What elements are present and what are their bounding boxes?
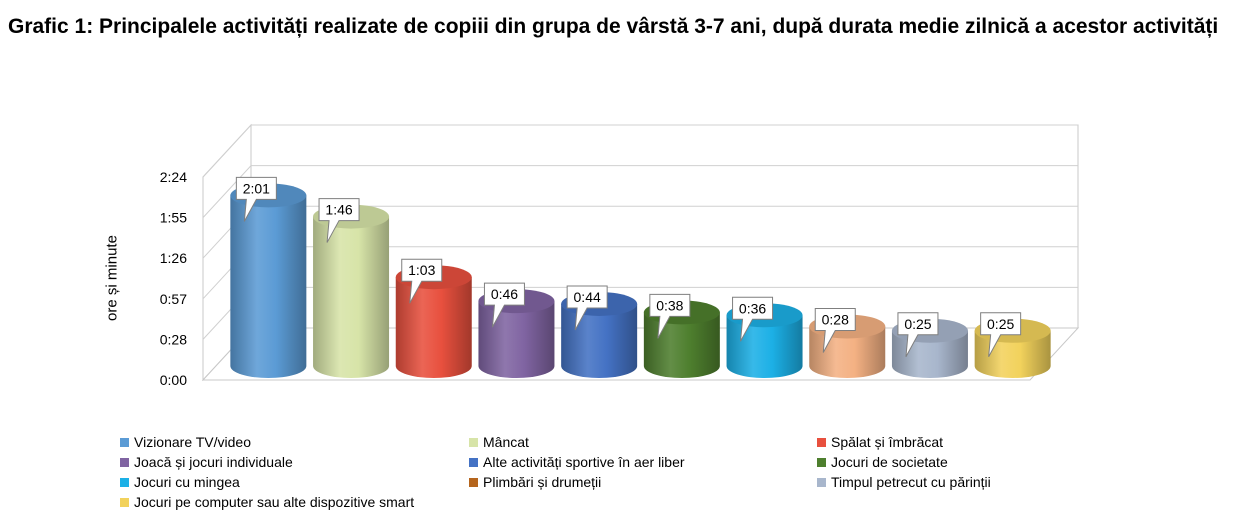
legend-item: Joacă și jocuri individuale	[120, 454, 293, 470]
legend-label: Vizionare TV/video	[134, 434, 251, 450]
legend-swatch	[469, 477, 478, 487]
data-label: 1:46	[325, 202, 352, 218]
gridline	[202, 124, 1078, 178]
data-label-callout	[318, 198, 360, 243]
bar-body	[313, 216, 390, 378]
data-label: 0:38	[656, 297, 683, 313]
data-label-callout	[980, 312, 1022, 357]
bar-body	[561, 303, 638, 378]
data-label: 0:44	[574, 289, 601, 305]
data-label-callout	[401, 258, 443, 304]
bar-chart: 0:00 0:28 0:57 1:26 1:55 2:24 2:01 1:46 1:03 0:46…	[160, 123, 1080, 388]
legend-label: Jocuri pe computer sau alte dispozitive …	[134, 494, 415, 510]
chart-title: Grafic 1: Principalele activități realiz…	[8, 15, 1219, 38]
data-label-callout	[814, 308, 856, 353]
gridline	[202, 165, 1078, 218]
legend-swatch	[817, 437, 826, 447]
bar-body	[230, 195, 307, 378]
bar-body	[395, 277, 472, 378]
legend-label: Mâncat	[483, 434, 529, 450]
y-tick-label: 0:28	[160, 331, 187, 347]
legend-item: Plimbări și drumeții	[469, 474, 601, 490]
legend-swatch	[120, 437, 129, 447]
y-tick-label: 2:24	[160, 169, 187, 185]
legend-item: Vizionare TV/video	[120, 434, 251, 450]
legend-label: Spălat și îmbrăcat	[831, 434, 944, 450]
bar	[230, 183, 307, 378]
legend-swatch	[120, 477, 129, 487]
legend-swatch	[469, 437, 478, 447]
legend-swatch	[817, 477, 826, 487]
data-label: 1:03	[408, 262, 435, 278]
legend-label: Jocuri cu mingea	[134, 474, 240, 490]
data-label-callout	[235, 176, 277, 222]
data-label-callout	[732, 296, 774, 342]
bar-body	[478, 301, 555, 378]
data-label: 0:25	[987, 316, 1014, 332]
data-label: 0:25	[904, 316, 931, 332]
data-label-callout	[649, 293, 691, 339]
bar	[313, 204, 390, 378]
data-label: 0:36	[739, 300, 766, 316]
legend-swatch	[120, 497, 129, 507]
data-label: 2:01	[243, 180, 270, 196]
data-label: 0:46	[491, 286, 518, 302]
legend-item: Jocuri de societate	[817, 454, 948, 470]
data-label-callout	[897, 312, 939, 357]
legend-swatch	[469, 457, 478, 467]
legend-swatch	[120, 457, 129, 467]
legend-label: Jocuri de societate	[831, 454, 948, 470]
legend-item: Spălat și îmbrăcat	[817, 434, 943, 450]
data-label-callout	[483, 282, 525, 328]
y-tick-label: 1:26	[160, 250, 187, 266]
legend-item: Jocuri pe computer sau alte dispozitive …	[120, 494, 414, 510]
chart-legend: Vizionare TV/video Mâncat Spălat și îmbrăc…	[120, 434, 1240, 514]
data-label: 0:28	[822, 312, 849, 328]
legend-label: Timpul petrecut cu părinții	[831, 474, 991, 490]
legend-item: Alte activități sportive în aer liber	[469, 454, 685, 470]
legend-label: Alte activități sportive în aer liber	[483, 454, 685, 470]
bar	[395, 265, 472, 378]
y-tick-label: 0:57	[160, 291, 187, 307]
legend-swatch	[817, 457, 826, 467]
data-label-callout	[566, 285, 608, 331]
y-tick-label: 0:00	[160, 372, 187, 388]
y-tick-label: 1:55	[160, 210, 187, 226]
legend-item: Timpul petrecut cu părinții	[817, 474, 991, 490]
legend-label: Plimbări și drumeții	[483, 474, 602, 490]
legend-item: Mâncat	[469, 434, 529, 450]
legend-label: Joacă și jocuri individuale	[134, 454, 293, 470]
legend-item: Jocuri cu mingea	[120, 474, 240, 490]
